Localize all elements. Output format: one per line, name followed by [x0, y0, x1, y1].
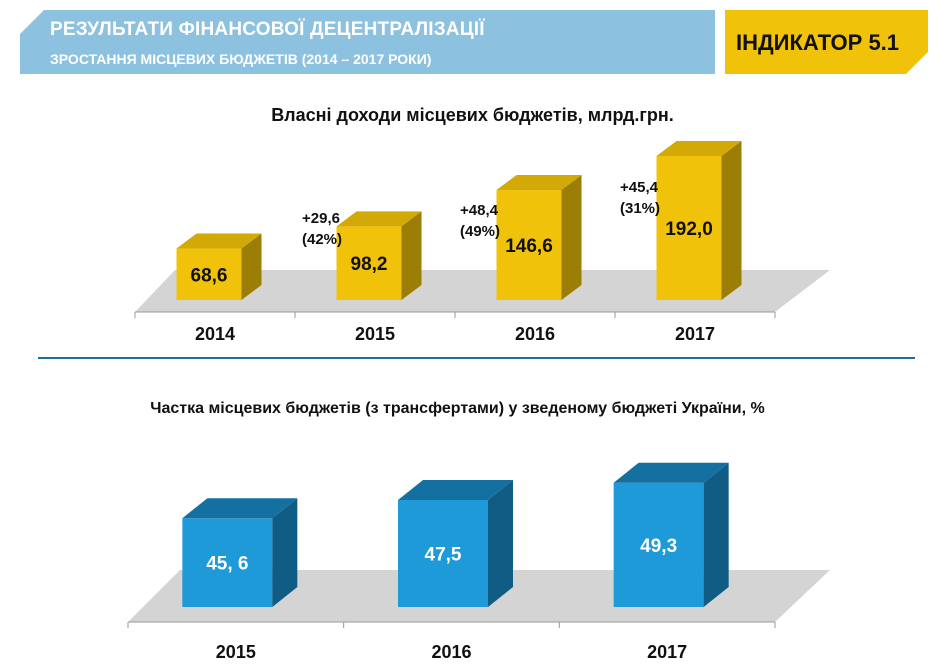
chart2-bar-top [613, 462, 729, 483]
chart2-category-label: 2017 [647, 642, 687, 662]
chart2-bar-side [272, 498, 298, 607]
chart1-value-label: 68,6 [191, 265, 228, 286]
chart1-bar-side [241, 233, 262, 300]
chart1-category-label: 2015 [355, 324, 395, 344]
header-banner: РЕЗУЛЬТАТИ ФІНАНСОВОЇ ДЕЦЕНТРАЛІЗАЦІЇ ЗР… [20, 10, 715, 74]
page-subtitle: ЗРОСТАННЯ МІСЦЕВИХ БЮДЖЕТІВ (2014 – 2017… [50, 51, 432, 67]
section-divider [38, 357, 915, 359]
chart2-title: Частка місцевих бюджетів (з трансфертами… [150, 400, 765, 417]
chart2-bar-side [488, 480, 513, 607]
chart1-growth-annotation: +45,4 (31%) [620, 177, 660, 219]
chart1-bar-side [401, 211, 422, 300]
chart1-category-label: 2016 [515, 324, 555, 344]
chart1-bar-top [496, 175, 582, 191]
chart2-bar-top [398, 480, 513, 500]
chart1-bar-2014 [176, 248, 242, 300]
chart2-bar-2017 [613, 482, 704, 607]
chart2-category-label: 2015 [216, 642, 256, 662]
chart1-value-label: 98,2 [351, 254, 388, 275]
chart1-value-label: 146,6 [505, 236, 553, 257]
chart2-plot: 45, 6 2015 47,5 2016 49,3 2017 [127, 462, 830, 662]
chart1-growth-annotation: +48,4 (49%) [460, 200, 500, 242]
chart1-bar-2015 [336, 226, 402, 300]
chart1-growth-annotation: +29,6 (42%) [302, 208, 342, 250]
chart2-category-label: 2016 [431, 642, 471, 662]
chart1-growth-annotation-line: (42%) [302, 231, 343, 248]
chart1-bar-top [176, 233, 262, 249]
chart1-floor [135, 270, 830, 312]
chart1-bar-2016 [496, 190, 562, 300]
chart1-growth-annotation-line: +29,6 [302, 210, 340, 227]
chart2-value-label: 47,5 [425, 545, 462, 566]
chart2-bar-2015 [182, 518, 273, 607]
chart1-bar-top [336, 211, 422, 227]
chart1-growth-annotation-line: +45,4 [620, 179, 658, 196]
indicator-fold [906, 52, 928, 74]
indicator-label: ІНДИКАТОР 5.1 [735, 30, 900, 55]
chart2-bar-2016 [398, 500, 488, 607]
indicator-badge: ІНДИКАТОР 5.1 [725, 10, 928, 74]
chart2-bar-side [703, 462, 729, 607]
chart1-growth-annotation-line: (31%) [620, 200, 661, 217]
chart2-bar-top [182, 498, 298, 519]
chart1-bar-2017 [656, 156, 722, 300]
chart1-value-label: 192,0 [665, 219, 713, 240]
chart1-bar-side [561, 175, 582, 300]
chart1-category-label: 2014 [195, 324, 235, 344]
chart1-growth-annotation-line: +48,4 [460, 202, 498, 219]
chart1-bar-side [721, 141, 742, 300]
chart1-plot: 68,6 2014 98,2 2015 146,6 2016 192,0 2017 [134, 141, 830, 344]
page-title: РЕЗУЛЬТАТИ ФІНАНСОВОЇ ДЕЦЕНТРАЛІЗАЦІЇ [50, 19, 485, 40]
chart2-value-label: 45, 6 [206, 554, 248, 575]
chart1-category-label: 2017 [675, 324, 715, 344]
chart2-value-label: 49,3 [640, 536, 677, 557]
chart1-growth-annotation-line: (49%) [460, 223, 501, 240]
chart1-title: Власні доходи місцевих бюджетів, млрд.гр… [271, 105, 674, 125]
chart1-bar-top [656, 141, 742, 156]
header-notch [20, 10, 44, 34]
